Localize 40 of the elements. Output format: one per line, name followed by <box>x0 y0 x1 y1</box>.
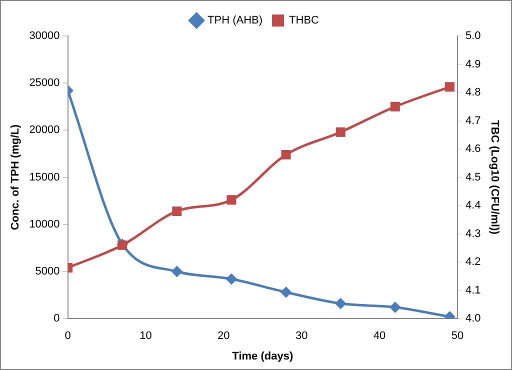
point <box>390 302 401 313</box>
y2-tick-label: 5.0 <box>466 30 481 42</box>
y2-tick-label: 4.1 <box>466 284 481 296</box>
y-tick-label: 0 <box>54 312 60 325</box>
x-tick-label: 50 <box>451 330 464 342</box>
y-tick-label: 10000 <box>29 218 60 230</box>
point <box>226 274 237 285</box>
point <box>226 195 236 205</box>
point <box>172 206 182 216</box>
point <box>171 266 182 277</box>
point <box>444 82 454 92</box>
y2-tick-label: 4.9 <box>466 58 481 70</box>
point <box>280 286 292 298</box>
point <box>281 150 291 160</box>
y-tick-label: 25000 <box>29 77 60 90</box>
x-tick-label: 0 <box>64 330 71 342</box>
y2-tick-label: 4.8 <box>466 86 481 99</box>
y2-tick-label: 4.7 <box>466 114 481 127</box>
point <box>390 102 400 112</box>
x-tick-label: 20 <box>218 330 230 342</box>
point <box>336 127 346 137</box>
x-axis-title: Time (days) <box>232 350 294 362</box>
y2-tick-label: 4.5 <box>466 171 481 184</box>
x-tick-label: 30 <box>295 330 308 342</box>
y2-tick-label: 4.6 <box>466 143 481 156</box>
y-axis-title: Conc. of TPH (mg/L) <box>10 124 22 230</box>
y-tick-label: 5000 <box>35 266 60 278</box>
y2-tick-label: 4.4 <box>466 200 481 212</box>
point <box>335 298 346 310</box>
y-tick-label: 30000 <box>29 30 60 42</box>
y2-tick-label: 4.2 <box>466 256 481 268</box>
y-tick-label: 15000 <box>29 171 60 184</box>
y2-tick-label: 4.0 <box>466 312 481 325</box>
x-tick-label: 10 <box>140 330 152 342</box>
legend-label: THBC <box>289 14 320 27</box>
y-tick-label: 20000 <box>29 124 60 136</box>
legend-label: TPH (AHB) <box>208 14 263 27</box>
y2-axis-title: TBC (Log10 (CFU/ml)) <box>488 120 500 235</box>
x-tick-label: 40 <box>373 330 386 342</box>
y2-tick-label: 4.3 <box>466 228 481 240</box>
